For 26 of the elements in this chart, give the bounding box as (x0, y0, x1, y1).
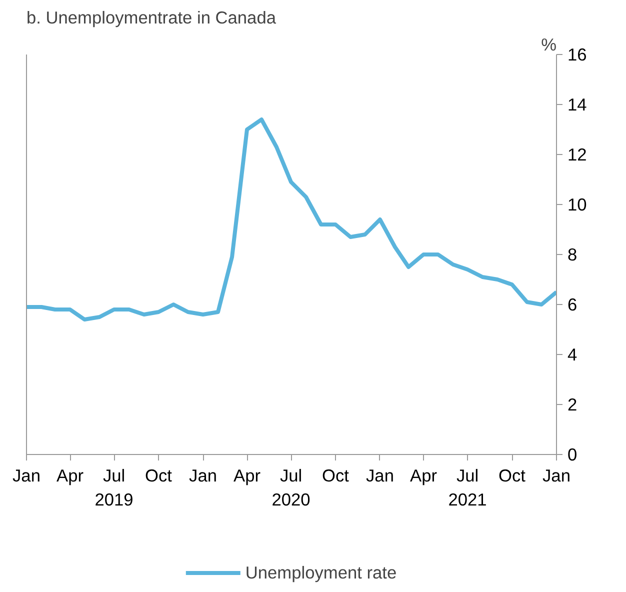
x-tick-label: Jul 2020 (272, 466, 310, 510)
chart-title: b. Unemploymentrate in Canada (26, 8, 276, 28)
y-tick-label: 6 (568, 294, 578, 314)
y-tick-label: 10 (568, 194, 587, 214)
y-tick-label: 0 (568, 444, 578, 464)
y-tick-label: 16 (568, 44, 587, 64)
x-tick-label: Jul 2021 (448, 466, 487, 510)
y-tick-label: 8 (568, 244, 578, 264)
x-tick-label: Oct (322, 466, 350, 486)
line-series (26, 118, 556, 322)
y-tick-label: 12 (568, 144, 587, 164)
x-tick-label: Jan (542, 466, 570, 486)
x-tick-label: Jan (366, 466, 394, 486)
x-tick-label: Oct (498, 466, 526, 486)
y-tick-label: 14 (568, 94, 588, 114)
legend-label: Unemployment rate (245, 562, 397, 584)
x-tick-label: Apr (234, 466, 261, 486)
y-tick-label: 2 (568, 394, 578, 414)
x-tick-label: Oct (145, 466, 172, 486)
y-axis-title: % (541, 34, 557, 54)
x-tick-label: Jan (189, 466, 217, 486)
x-tick-label: Apr (56, 466, 84, 486)
x-tick-label: Jan (12, 466, 40, 486)
x-tick-label: Jul 2019 (94, 466, 134, 510)
x-tick-label: Apr (410, 466, 438, 486)
y-tick-label: 4 (568, 344, 578, 364)
